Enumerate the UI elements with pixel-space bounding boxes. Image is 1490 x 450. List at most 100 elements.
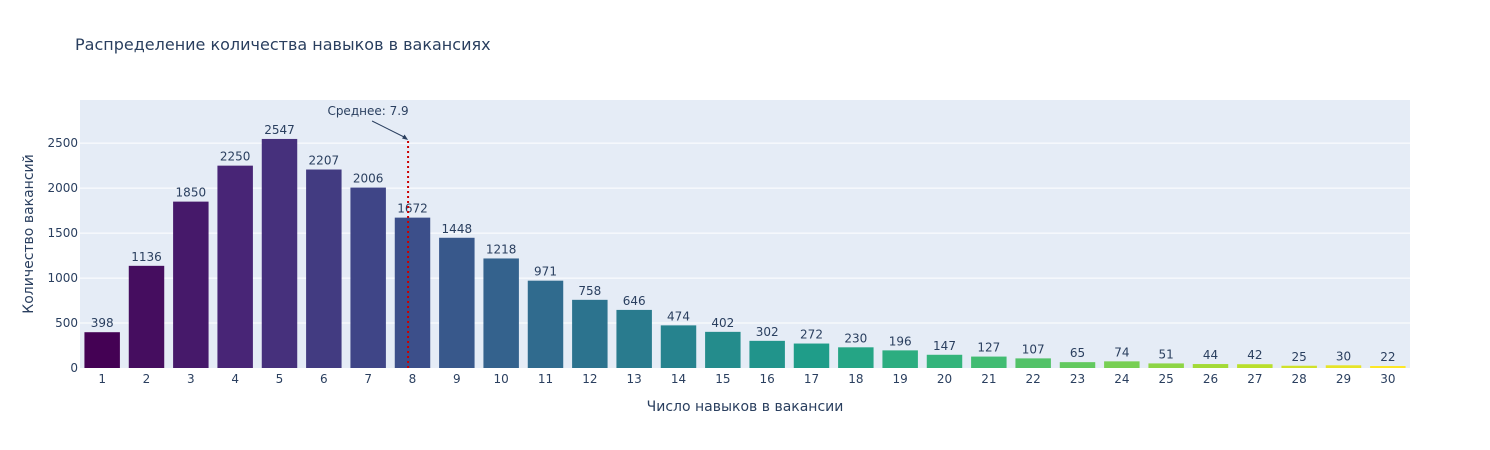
bar-value-label: 402 bbox=[711, 316, 734, 330]
x-tick-label: 2 bbox=[143, 372, 151, 386]
bar-value-label: 127 bbox=[977, 341, 1000, 355]
bar bbox=[572, 299, 608, 368]
bar-value-label: 74 bbox=[1114, 345, 1129, 359]
mean-marker: Среднее: 7.9 bbox=[327, 104, 410, 368]
chart-title: Распределение количества навыков в вакан… bbox=[75, 35, 491, 54]
x-tick-label: 11 bbox=[538, 372, 553, 386]
x-tick-label: 10 bbox=[494, 372, 509, 386]
bar bbox=[1237, 364, 1273, 368]
annotation-arrow-line bbox=[371, 120, 407, 139]
bar-value-label: 44 bbox=[1203, 348, 1218, 362]
x-tick-label: 21 bbox=[981, 372, 996, 386]
bar bbox=[705, 331, 741, 368]
bar bbox=[1370, 366, 1406, 368]
x-tick-label: 12 bbox=[582, 372, 597, 386]
bar-value-label: 1136 bbox=[131, 250, 162, 264]
bar-labels: 398 1136 1850 2250 2547 2207 2006 1672 1448 1218 9… bbox=[91, 123, 1396, 364]
y-axis-ticks: 0 500 1000 1500 2000 2500 bbox=[47, 136, 78, 375]
bar bbox=[1148, 363, 1184, 368]
bar-value-label: 1448 bbox=[442, 222, 473, 236]
bar-value-label: 474 bbox=[667, 309, 690, 323]
bar bbox=[306, 169, 342, 368]
bar bbox=[1104, 361, 1140, 368]
x-tick-label: 7 bbox=[364, 372, 372, 386]
x-tick-label: 8 bbox=[409, 372, 417, 386]
bar-value-label: 758 bbox=[578, 284, 601, 298]
x-tick-label: 23 bbox=[1070, 372, 1085, 386]
x-tick-label: 14 bbox=[671, 372, 686, 386]
x-axis-ticks: 1 2 3 4 5 6 7 8 9 10 11 12 13 14 15 16 17 18 19 20 21 22 23 24 2… bbox=[98, 372, 1395, 386]
bar-value-label: 107 bbox=[1022, 342, 1045, 356]
bar-value-label: 1850 bbox=[176, 186, 207, 200]
bar bbox=[394, 217, 431, 368]
bar bbox=[128, 265, 165, 368]
bar bbox=[1192, 364, 1229, 368]
bar bbox=[1325, 365, 1362, 368]
bar-value-label: 2207 bbox=[309, 154, 340, 168]
y-tick-label: 2000 bbox=[47, 181, 78, 195]
x-tick-label: 16 bbox=[760, 372, 775, 386]
y-tick-label: 0 bbox=[70, 361, 78, 375]
x-tick-label: 20 bbox=[937, 372, 952, 386]
x-tick-label: 18 bbox=[848, 372, 863, 386]
bar-value-label: 646 bbox=[623, 294, 646, 308]
bar bbox=[261, 138, 298, 368]
x-tick-label: 13 bbox=[627, 372, 642, 386]
x-tick-label: 17 bbox=[804, 372, 819, 386]
bar-value-label: 2547 bbox=[264, 123, 295, 137]
bar bbox=[483, 258, 519, 368]
bar bbox=[749, 340, 785, 368]
bar-value-label: 30 bbox=[1336, 349, 1351, 363]
bar bbox=[838, 347, 874, 368]
y-tick-label: 500 bbox=[55, 316, 78, 330]
bar-value-label: 1218 bbox=[486, 242, 517, 256]
x-tick-label: 24 bbox=[1114, 372, 1129, 386]
x-tick-label: 6 bbox=[320, 372, 328, 386]
x-tick-label: 1 bbox=[98, 372, 106, 386]
x-tick-label: 9 bbox=[453, 372, 461, 386]
bar-value-label: 398 bbox=[91, 316, 114, 330]
x-tick-label: 3 bbox=[187, 372, 195, 386]
x-tick-label: 5 bbox=[276, 372, 284, 386]
bar bbox=[527, 280, 564, 368]
bar-value-label: 51 bbox=[1159, 347, 1174, 361]
bar bbox=[217, 165, 253, 368]
y-tick-label: 2500 bbox=[47, 136, 78, 150]
bar bbox=[1015, 358, 1051, 368]
bar bbox=[439, 237, 475, 368]
bar bbox=[173, 201, 209, 368]
bar bbox=[1281, 365, 1317, 368]
bar bbox=[926, 354, 963, 368]
x-tick-label: 4 bbox=[231, 372, 239, 386]
bar-value-label: 25 bbox=[1292, 350, 1307, 364]
bar-value-label: 971 bbox=[534, 265, 557, 279]
bar-value-label: 147 bbox=[933, 339, 956, 353]
x-tick-label: 30 bbox=[1380, 372, 1395, 386]
x-tick-label: 25 bbox=[1159, 372, 1174, 386]
bar-value-label: 302 bbox=[756, 325, 779, 339]
y-tick-label: 1500 bbox=[47, 226, 78, 240]
annotation-arrowhead bbox=[402, 134, 409, 140]
bar bbox=[84, 332, 120, 368]
bar bbox=[793, 343, 830, 368]
x-tick-label: 27 bbox=[1247, 372, 1262, 386]
bar bbox=[971, 356, 1007, 368]
bar-value-label: 42 bbox=[1247, 348, 1262, 362]
bar-value-label: 272 bbox=[800, 328, 823, 342]
bar bbox=[1059, 362, 1096, 368]
bar-value-label: 2006 bbox=[353, 172, 384, 186]
bar-value-label: 196 bbox=[889, 334, 912, 348]
bar bbox=[350, 187, 386, 368]
bar bbox=[660, 325, 697, 368]
x-tick-label: 19 bbox=[893, 372, 908, 386]
y-tick-label: 1000 bbox=[47, 271, 78, 285]
x-tick-label: 15 bbox=[715, 372, 730, 386]
bar bbox=[882, 350, 918, 368]
bar-value-label: 2250 bbox=[220, 150, 251, 164]
bar-value-label: 1672 bbox=[397, 202, 428, 216]
x-tick-label: 28 bbox=[1292, 372, 1307, 386]
x-tick-label: 26 bbox=[1203, 372, 1218, 386]
bars bbox=[84, 138, 1406, 368]
gridlines bbox=[80, 142, 1410, 324]
